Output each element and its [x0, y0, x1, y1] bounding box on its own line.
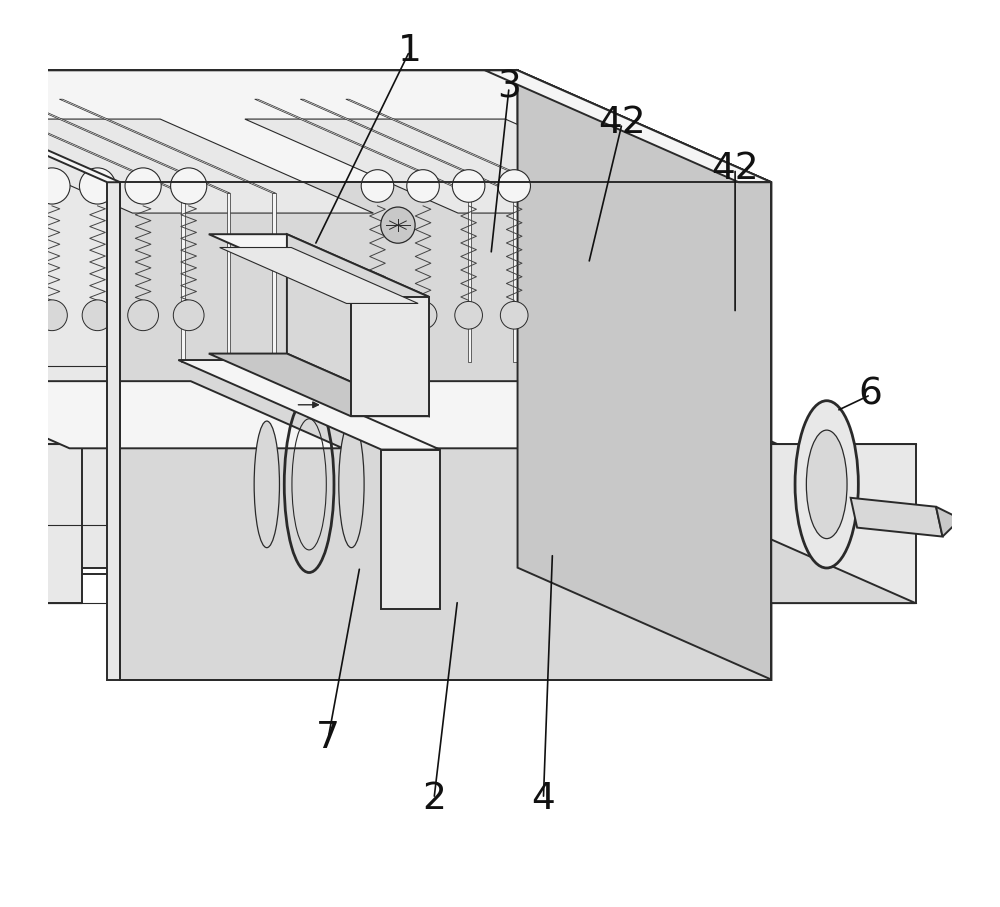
Ellipse shape: [795, 401, 858, 568]
Polygon shape: [346, 99, 562, 193]
Polygon shape: [351, 297, 429, 416]
Circle shape: [79, 168, 116, 204]
Ellipse shape: [0, 405, 23, 563]
Ellipse shape: [254, 421, 279, 548]
Polygon shape: [0, 119, 373, 213]
Polygon shape: [255, 99, 471, 193]
Polygon shape: [936, 507, 961, 537]
Polygon shape: [0, 71, 771, 182]
Circle shape: [452, 170, 485, 202]
Circle shape: [34, 168, 70, 204]
Ellipse shape: [339, 421, 364, 548]
Polygon shape: [766, 444, 916, 603]
Polygon shape: [107, 182, 120, 679]
Polygon shape: [851, 498, 943, 537]
Circle shape: [173, 300, 204, 331]
Text: 2: 2: [422, 781, 446, 817]
Text: 42: 42: [598, 105, 646, 141]
Polygon shape: [0, 355, 778, 444]
Polygon shape: [468, 193, 471, 362]
Circle shape: [364, 301, 391, 329]
Polygon shape: [287, 234, 429, 416]
Polygon shape: [0, 444, 82, 603]
Polygon shape: [181, 193, 185, 362]
Circle shape: [455, 301, 482, 329]
Text: 7: 7: [316, 720, 340, 756]
Polygon shape: [0, 381, 343, 448]
Circle shape: [82, 300, 113, 331]
Text: 42: 42: [711, 151, 759, 187]
Polygon shape: [272, 193, 276, 362]
Text: 4: 4: [532, 781, 555, 817]
Polygon shape: [300, 99, 517, 193]
Circle shape: [409, 301, 437, 329]
Circle shape: [498, 170, 530, 202]
Polygon shape: [14, 99, 230, 193]
Ellipse shape: [381, 207, 415, 243]
Polygon shape: [559, 193, 562, 362]
Circle shape: [500, 301, 528, 329]
Polygon shape: [518, 71, 771, 679]
Polygon shape: [0, 525, 82, 603]
Text: 6: 6: [859, 376, 883, 413]
Polygon shape: [275, 381, 753, 448]
Polygon shape: [0, 71, 120, 182]
Polygon shape: [220, 248, 418, 304]
Text: 3: 3: [497, 69, 521, 105]
Polygon shape: [209, 234, 429, 297]
Polygon shape: [227, 193, 230, 362]
Circle shape: [37, 300, 67, 331]
Polygon shape: [381, 450, 440, 609]
Circle shape: [407, 170, 439, 202]
Text: 1: 1: [398, 34, 422, 69]
Polygon shape: [59, 99, 276, 193]
Polygon shape: [485, 71, 771, 182]
Polygon shape: [245, 119, 718, 213]
Circle shape: [125, 168, 161, 204]
Polygon shape: [588, 525, 916, 603]
Ellipse shape: [806, 430, 847, 539]
Polygon shape: [120, 182, 771, 679]
Circle shape: [361, 170, 394, 202]
Circle shape: [171, 168, 207, 204]
Polygon shape: [513, 193, 517, 362]
Polygon shape: [209, 354, 429, 416]
Polygon shape: [518, 71, 771, 679]
Polygon shape: [0, 71, 518, 568]
Polygon shape: [178, 360, 440, 450]
Polygon shape: [0, 99, 185, 193]
Circle shape: [128, 300, 158, 331]
Ellipse shape: [648, 405, 706, 563]
